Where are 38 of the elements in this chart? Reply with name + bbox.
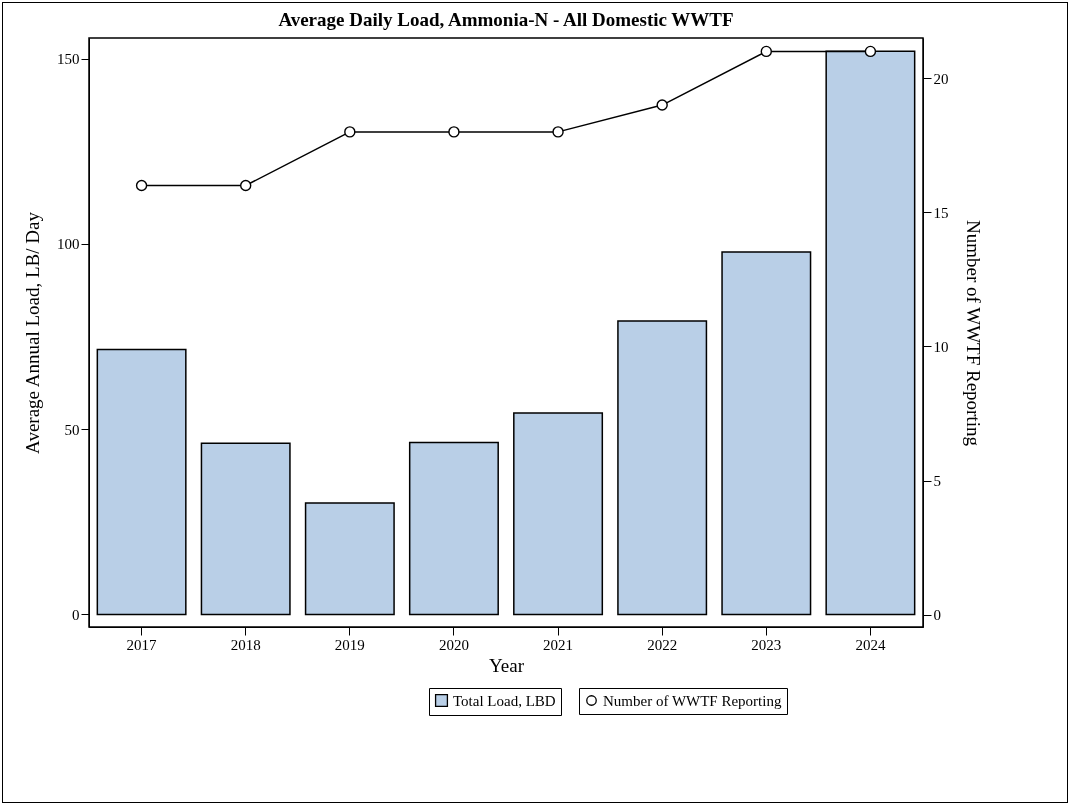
x-tick-label: 2020 bbox=[438, 636, 469, 653]
bar bbox=[304, 502, 395, 616]
y2-tick-label: 5 bbox=[933, 473, 941, 490]
point bbox=[240, 179, 252, 192]
x-tick-label: 2023 bbox=[751, 636, 782, 653]
point bbox=[552, 126, 564, 138]
y2-tick-label: 0 bbox=[933, 607, 941, 624]
point bbox=[656, 99, 668, 111]
x-axis-title: Year bbox=[488, 654, 525, 676]
point bbox=[344, 126, 356, 138]
bar bbox=[200, 442, 291, 616]
y2-tick-label: 10 bbox=[933, 338, 949, 355]
x-tick-label: 2017 bbox=[126, 636, 158, 653]
y-tick-label: 0 bbox=[72, 606, 80, 623]
point bbox=[135, 179, 148, 192]
y-tick-label: 100 bbox=[57, 236, 80, 253]
x-tick-label: 2021 bbox=[543, 636, 574, 653]
y-tick-label: 150 bbox=[57, 51, 80, 68]
bar bbox=[408, 441, 499, 616]
bar bbox=[617, 320, 708, 616]
bar bbox=[721, 251, 812, 616]
y-tick-label: 50 bbox=[64, 421, 80, 438]
point bbox=[448, 126, 460, 138]
y2-tick-label: 15 bbox=[933, 204, 949, 221]
y2-axis-title: Number of WWTF Reporting bbox=[962, 219, 984, 447]
chart-title: Average Daily Load, Ammonia-N - All Domestic WWTF bbox=[278, 9, 734, 30]
bar bbox=[513, 412, 604, 616]
x-tick-label: 2024 bbox=[855, 636, 886, 653]
bar bbox=[96, 348, 187, 616]
point bbox=[864, 45, 877, 58]
y-axis-title: Average Annual Load, LB/ Day bbox=[22, 211, 43, 454]
legend-label: Total Load, LBD bbox=[453, 692, 556, 709]
legend-label: Number of WWTF Reporting bbox=[603, 692, 782, 709]
x-tick-label: 2019 bbox=[334, 636, 365, 653]
x-tick-label: 2022 bbox=[647, 636, 678, 653]
point bbox=[760, 45, 772, 58]
x-tick-label: 2018 bbox=[230, 636, 261, 653]
y2-tick-label: 20 bbox=[933, 70, 949, 87]
